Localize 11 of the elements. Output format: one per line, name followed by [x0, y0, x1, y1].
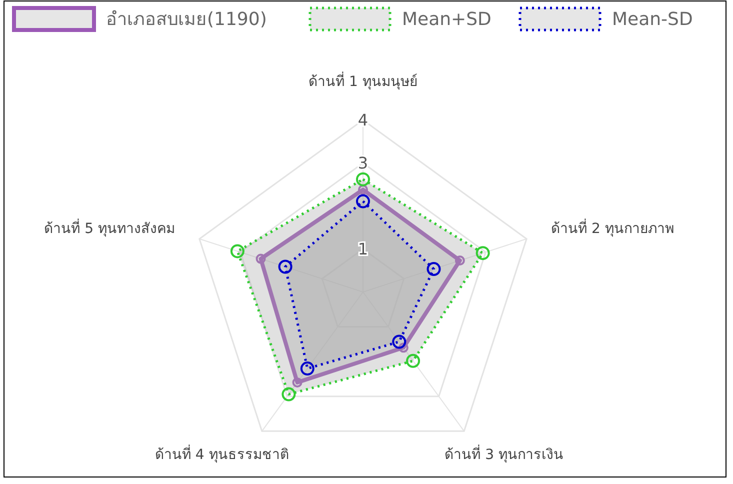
y-tick-label: 3 [358, 154, 368, 172]
y-tick-label: 4 [358, 110, 368, 130]
spoke-label: ด้านที่ 4 ทุนธรรมชาติ [154, 444, 289, 463]
spoke-label: ด้านที่ 2 ทุนกายภาพ [551, 219, 674, 238]
legend-label: อำเภอสบเมย(1190) [106, 8, 267, 30]
spoke-label: ด้านที่ 3 ทุนการเงิน [444, 444, 564, 463]
legend-label: Mean+SD [402, 8, 492, 30]
y-tick-label: 1 [358, 240, 368, 258]
legend-label: Mean-SD [612, 8, 693, 30]
spoke-label: ด้านที่ 1 ทุนมนุษย์ [308, 72, 418, 90]
spoke-label: ด้านที่ 5 ทุนทางสังคม [44, 219, 175, 238]
